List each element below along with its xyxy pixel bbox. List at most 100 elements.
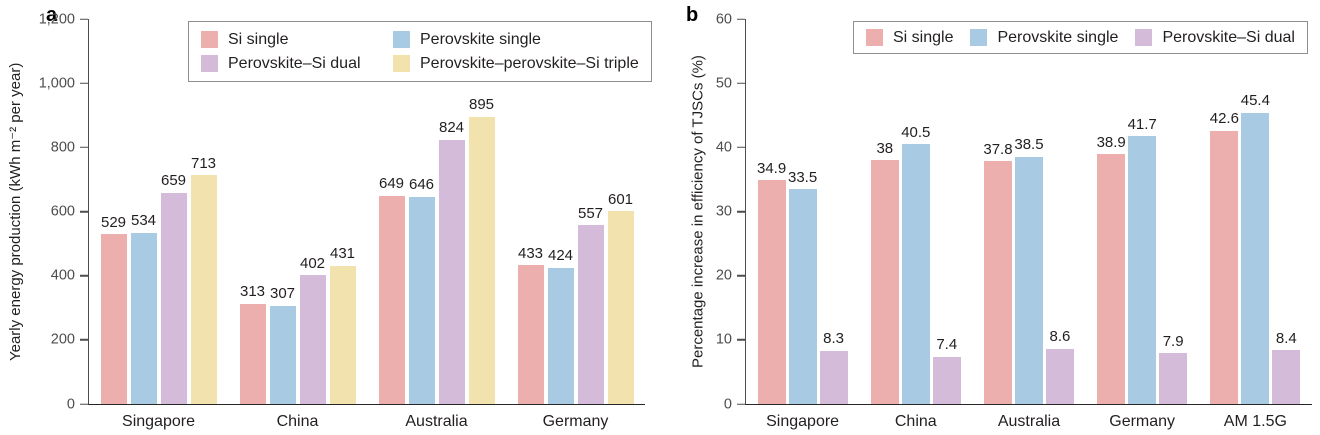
bar-china-perovskite-single xyxy=(269,305,296,404)
legend-item-perovskite-single: Perovskite single xyxy=(970,29,1118,46)
legend-item-perovskite-perovskite-si-triple: Perovskite–perovskite–Si triple xyxy=(393,55,639,72)
bar-groups: 529 534 659 713 Singapore 313 307 402 431 China 64… xyxy=(89,19,645,430)
bar-wrap-am-1-5g-perovskite-si-dual: 8.4 xyxy=(1272,19,1301,404)
y-axis-tick xyxy=(737,82,745,84)
bar-australia-perovskite-single xyxy=(1014,156,1043,404)
legend-item-perovskite-si-dual: Perovskite–Si dual xyxy=(1135,29,1295,46)
bar-am-1-5g-si-single xyxy=(1210,130,1239,404)
bar-china-perovskite-perovskite-si-triple xyxy=(329,265,356,404)
legend-swatch-si-single xyxy=(201,31,218,48)
bar-china-si-single xyxy=(870,160,899,404)
bar-wrap-china-si-single: 313 xyxy=(239,19,266,404)
legend-item-si-single: Si single xyxy=(866,29,953,46)
bar-wrap-germany-perovskite-single: 41.7 xyxy=(1127,19,1157,404)
bar-wrap-australia-perovskite-single: 38.5 xyxy=(1014,19,1044,404)
bar-wrap-germany-perovskite-si-dual: 7.9 xyxy=(1159,19,1188,404)
bar-value-label-china-perovskite-si-dual: 402 xyxy=(299,254,326,272)
legend-swatch-si-single xyxy=(866,29,883,46)
bar-value-label-australia-si-single: 37.8 xyxy=(983,140,1013,158)
y-axis-tick-label: 20 xyxy=(715,267,732,284)
bar-wrap-germany-perovskite-perovskite-si-triple: 601 xyxy=(607,19,634,404)
legend-label-perovskite-single: Perovskite single xyxy=(997,28,1119,46)
bar-germany-perovskite-si-dual xyxy=(1159,353,1188,404)
bar-singapore-perovskite-si-dual xyxy=(160,192,187,404)
x-axis-category-label-singapore: Singapore xyxy=(122,413,195,430)
bar-group-china: 38 40.5 7.4 China xyxy=(870,19,961,430)
bar-group-china: 313 307 402 431 China xyxy=(239,19,356,430)
panel-b: b Percentage increase in efficiency of T… xyxy=(660,0,1320,435)
bar-value-label-am-1-5g-perovskite-single: 45.4 xyxy=(1240,92,1270,110)
bar-germany-perovskite-perovskite-si-triple xyxy=(607,211,634,404)
y-axis-tick xyxy=(80,403,88,405)
legend-label-si-single: Si single xyxy=(893,28,954,46)
bar-group-singapore: 34.9 33.5 8.3 Singapore xyxy=(757,19,848,430)
bar-value-label-china-perovskite-single: 307 xyxy=(269,285,296,303)
bar-wrap-singapore-perovskite-single: 534 xyxy=(130,19,157,404)
bar-value-label-singapore-si-single: 529 xyxy=(100,213,127,231)
y-axis-tick-label: 60 xyxy=(715,10,732,27)
x-axis-category-label-am-1-5g: AM 1.5G xyxy=(1223,413,1287,430)
bar-value-label-australia-perovskite-single: 38.5 xyxy=(1014,136,1044,154)
bar-wrap-germany-si-single: 38.9 xyxy=(1096,19,1126,404)
bar-wrap-am-1-5g-perovskite-single: 45.4 xyxy=(1240,19,1270,404)
panel-a-y-axis-title: Yearly energy production (kWh m⁻² per ye… xyxy=(7,62,24,361)
bar-germany-si-single xyxy=(1097,154,1126,404)
bar-wrap-australia-perovskite-si-dual: 8.6 xyxy=(1045,19,1074,404)
bar-wrap-china-perovskite-si-dual: 7.4 xyxy=(932,19,961,404)
bar-wrap-germany-si-single: 433 xyxy=(517,19,544,404)
y-axis-tick-label: 40 xyxy=(715,139,732,156)
bar-value-label-am-1-5g-si-single: 42.6 xyxy=(1209,110,1239,128)
bar-value-label-germany-perovskite-si-dual: 557 xyxy=(577,204,604,222)
bar-wrap-china-perovskite-perovskite-si-triple: 431 xyxy=(329,19,356,404)
bar-wrap-germany-perovskite-si-dual: 557 xyxy=(577,19,604,404)
y-axis-tick-label: 0 xyxy=(723,395,732,412)
bar-wrap-singapore-perovskite-perovskite-si-triple: 713 xyxy=(190,19,217,404)
y-axis-tick-label: 30 xyxy=(715,203,732,220)
y-axis-tick-label: 0 xyxy=(66,395,75,412)
bar-value-label-germany-perovskite-single: 424 xyxy=(547,247,574,265)
y-axis-tick xyxy=(737,18,745,20)
bar-australia-perovskite-perovskite-si-triple xyxy=(468,116,495,404)
bar-value-label-australia-si-single: 649 xyxy=(378,175,405,193)
y-axis-tick xyxy=(737,274,745,277)
bar-value-label-china-perovskite-perovskite-si-triple: 431 xyxy=(329,245,356,263)
panel-b-legend: Si single Perovskite single Perovskite–Si … xyxy=(853,21,1308,54)
y-axis-tick-label: 400 xyxy=(50,267,75,284)
bar-value-label-china-perovskite-si-dual: 7.4 xyxy=(936,336,958,354)
legend-item-si-single: Si single xyxy=(201,31,393,48)
legend-swatch-perovskite-perovskite-si-triple xyxy=(393,55,410,72)
y-axis-tick-label: 10 xyxy=(715,331,732,348)
y-axis-tick xyxy=(737,210,745,213)
y-axis-tick-label: 800 xyxy=(50,139,75,156)
bar-value-label-germany-perovskite-single: 41.7 xyxy=(1127,115,1157,133)
bar-value-label-australia-perovskite-single: 646 xyxy=(408,176,435,194)
legend-item-perovskite-single: Perovskite single xyxy=(393,31,639,48)
bar-value-label-singapore-perovskite-single: 534 xyxy=(130,212,157,230)
legend-label-perovskite-single: Perovskite single xyxy=(420,30,541,48)
bar-australia-perovskite-single xyxy=(408,196,435,404)
x-axis-category-label-china: China xyxy=(894,413,937,430)
bar-china-perovskite-si-dual xyxy=(932,356,961,404)
legend-label-perovskite-si-dual: Perovskite–Si dual xyxy=(1162,28,1295,46)
bar-value-label-singapore-perovskite-single: 33.5 xyxy=(788,168,818,186)
bar-china-perovskite-si-dual xyxy=(299,275,326,404)
legend-label-si-single: Si single xyxy=(228,30,289,48)
panel-a-plot-area: 0 200 400 600 800 1,000 1,200 529 534 659 713 Singa… xyxy=(39,12,645,430)
y-axis-tick xyxy=(737,146,745,149)
bar-wrap-china-perovskite-single: 40.5 xyxy=(901,19,930,404)
y-axis-tick xyxy=(80,82,88,84)
bar-value-label-china-si-single: 38 xyxy=(876,139,894,157)
x-axis-category-label-singapore: Singapore xyxy=(766,413,840,430)
bar-wrap-singapore-si-single: 529 xyxy=(100,19,127,404)
bar-value-label-singapore-perovskite-si-dual: 659 xyxy=(160,172,187,190)
y-axis-tick xyxy=(737,339,745,341)
bar-singapore-perovskite-si-dual xyxy=(819,350,848,404)
bar-singapore-perovskite-single xyxy=(130,232,157,404)
panel-b-plot-area: 0 10 20 30 40 50 60 34.9 33.5 8.3 Singapore 38 40.5 7… xyxy=(716,12,1312,430)
legend-swatch-perovskite-single xyxy=(393,31,410,48)
bar-value-label-australia-perovskite-si-dual: 824 xyxy=(438,119,465,137)
bar-australia-si-single xyxy=(378,195,405,404)
bar-value-label-germany-si-single: 38.9 xyxy=(1096,133,1126,151)
bar-germany-perovskite-single xyxy=(1128,136,1157,404)
